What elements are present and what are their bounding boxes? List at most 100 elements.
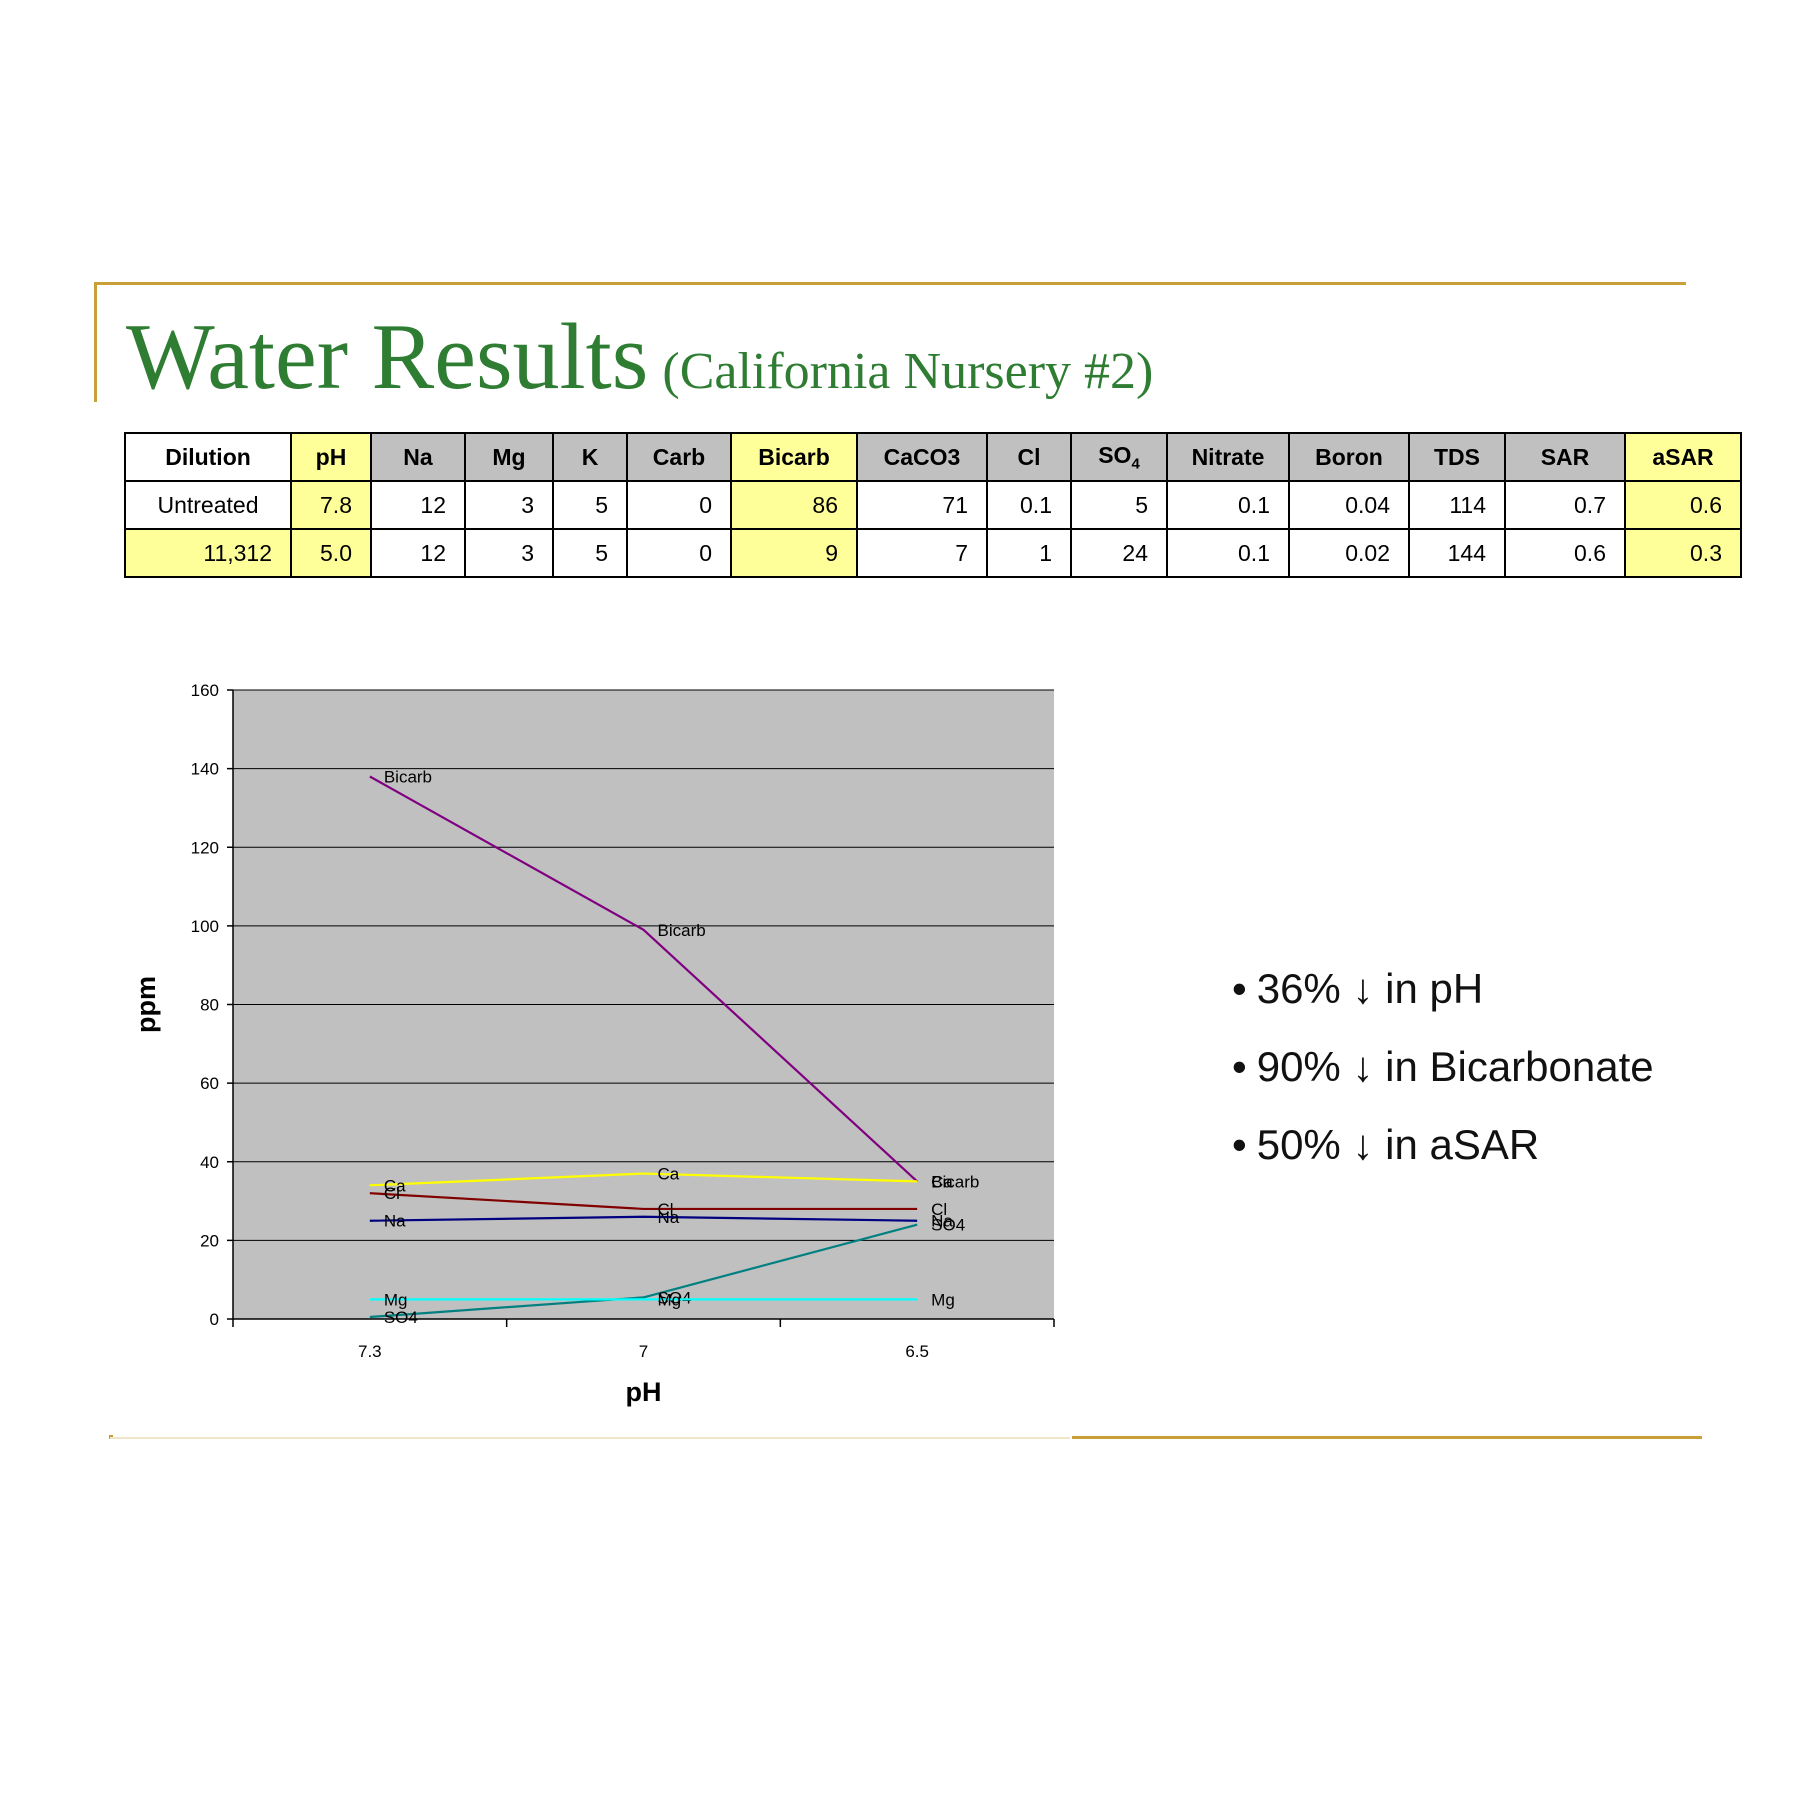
header-label: Cl (1017, 443, 1041, 470)
header-label: Carb (652, 443, 706, 470)
table-cell: 0 (626, 480, 732, 530)
table-cell: 5 (552, 528, 628, 578)
header-nitrate: Nitrate (1166, 432, 1290, 482)
table-cell: 0.04 (1288, 480, 1410, 530)
header-na: Na (370, 432, 466, 482)
data-label-bicarb: Bicarb (658, 921, 706, 940)
table-cell: 24 (1070, 528, 1168, 578)
header-mg: Mg (464, 432, 554, 482)
title-main: Water Results (126, 305, 649, 409)
y-tick-label: 20 (200, 1231, 219, 1250)
table-cell: 0 (626, 528, 732, 578)
x-tick-label: 6.5 (905, 1342, 929, 1361)
data-label-ca: Ca (931, 1172, 953, 1191)
header-subscript: 4 (1131, 455, 1140, 473)
table-cell: 9 (730, 528, 858, 578)
table-cell: 144 (1408, 528, 1506, 578)
bullet-text: 90% ↓ in Bicarbonate (1256, 1043, 1654, 1090)
table-cell: 0.1 (986, 480, 1072, 530)
page-title: Water Results (California Nursery #2) (126, 310, 1153, 404)
table-cell: 0.3 (1624, 528, 1742, 578)
header-label: Nitrate (1191, 443, 1265, 470)
table-cell: 12 (370, 480, 466, 530)
table-cell: 5 (552, 480, 628, 530)
summary-bullets: • 36% ↓ in pH • 90% ↓ in Bicarbonate • 50% ↓ … (1232, 965, 1654, 1199)
data-label-cl: Cl (384, 1184, 400, 1203)
table-cell: 12 (370, 528, 466, 578)
bullet-item: • 90% ↓ in Bicarbonate (1232, 1043, 1654, 1091)
header-label: Na (403, 443, 433, 470)
header-boron: Boron (1288, 432, 1410, 482)
data-label-mg: Mg (658, 1290, 682, 1309)
results-table: Dilution pH Na Mg K Carb Bicarb CaCO3 Cl SO4 Nitra… (124, 432, 1742, 578)
header-label: Mg (492, 443, 526, 470)
data-label-bicarb: Bicarb (384, 767, 432, 786)
bullet-dot: • (1232, 965, 1247, 1012)
header-tds: TDS (1408, 432, 1506, 482)
header-k: K (552, 432, 628, 482)
y-axis-label: ppm (131, 976, 161, 1033)
y-tick-label: 0 (210, 1310, 219, 1329)
header-label: Boron (1315, 443, 1383, 470)
table-header-row: Dilution pH Na Mg K Carb Bicarb CaCO3 Cl SO4 Nitra… (124, 432, 1742, 482)
x-tick-label: 7 (639, 1342, 648, 1361)
table-cell: 0.7 (1504, 480, 1626, 530)
header-so4: SO4 (1070, 432, 1168, 482)
data-label-bicarb: Bicarb (931, 1172, 979, 1191)
bullet-text: 50% ↓ in aSAR (1256, 1121, 1540, 1168)
series-line-ca (369, 1172, 918, 1187)
bullet-dot: • (1232, 1043, 1247, 1090)
data-label-mg: Mg (931, 1290, 955, 1309)
data-label-na: Na (658, 1208, 680, 1227)
header-asar: aSAR (1624, 432, 1742, 482)
table-row: 11,312 5.0 12 3 5 0 9 7 1 24 0.1 0.02 144 0.6 0.3 (124, 528, 1742, 578)
y-tick-label: 140 (191, 760, 219, 779)
header-label: Bicarb (758, 443, 830, 470)
data-label-so4: SO4 (931, 1216, 965, 1235)
bullet-item: • 50% ↓ in aSAR (1232, 1121, 1654, 1169)
x-tick-label: 7.3 (358, 1342, 382, 1361)
data-label-mg: Mg (384, 1290, 408, 1309)
table-cell: 0.6 (1504, 528, 1626, 578)
header-caco3: CaCO3 (856, 432, 988, 482)
table-row: Untreated 7.8 12 3 5 0 86 71 0.1 5 0.1 0.04 114 0.7 0.… (124, 480, 1742, 530)
table-cell: 0.1 (1166, 480, 1290, 530)
y-tick-label: 80 (200, 996, 219, 1015)
table-cell: 3 (464, 528, 554, 578)
header-ph: pH (290, 432, 372, 482)
title-subtitle: (California Nursery #2) (662, 343, 1154, 400)
table-cell: 0.02 (1288, 528, 1410, 578)
table-body: Untreated 7.8 12 3 5 0 86 71 0.1 5 0.1 0.04 114 0.7 0.… (124, 480, 1742, 578)
header-cl: Cl (986, 432, 1072, 482)
y-tick-label: 120 (191, 838, 219, 857)
table-cell: 5 (1070, 480, 1168, 530)
bullet-item: • 36% ↓ in pH (1232, 965, 1654, 1013)
top-rule (94, 282, 1686, 285)
table-cell: 5.0 (290, 528, 372, 578)
table-cell: 1 (986, 528, 1072, 578)
y-tick-label: 160 (191, 681, 219, 700)
y-tick-label: 60 (200, 1074, 219, 1093)
header-dilution: Dilution (124, 432, 292, 482)
header-label: aSAR (1652, 443, 1714, 470)
bottom-rule-faint (110, 1437, 1070, 1439)
table-cell: 3 (464, 480, 554, 530)
header-label: SAR (1540, 443, 1590, 470)
header-label: TDS (1434, 443, 1480, 470)
header-label: pH (315, 443, 347, 470)
data-label-ca: Ca (384, 1176, 406, 1195)
series-line-cl (369, 1192, 918, 1211)
data-label-cl: Cl (931, 1200, 947, 1219)
header-label: SO (1098, 441, 1132, 468)
left-rule (94, 282, 97, 402)
table-cell: 71 (856, 480, 988, 530)
table-cell: 0.6 (1624, 480, 1742, 530)
header-label: K (581, 443, 599, 470)
x-axis-label: pH (626, 1377, 662, 1407)
data-label-so4: SO4 (384, 1308, 418, 1327)
bullet-dot: • (1232, 1121, 1247, 1168)
table-cell: 114 (1408, 480, 1506, 530)
bottom-rule (1072, 1436, 1702, 1439)
table-cell: 11,312 (124, 528, 292, 578)
